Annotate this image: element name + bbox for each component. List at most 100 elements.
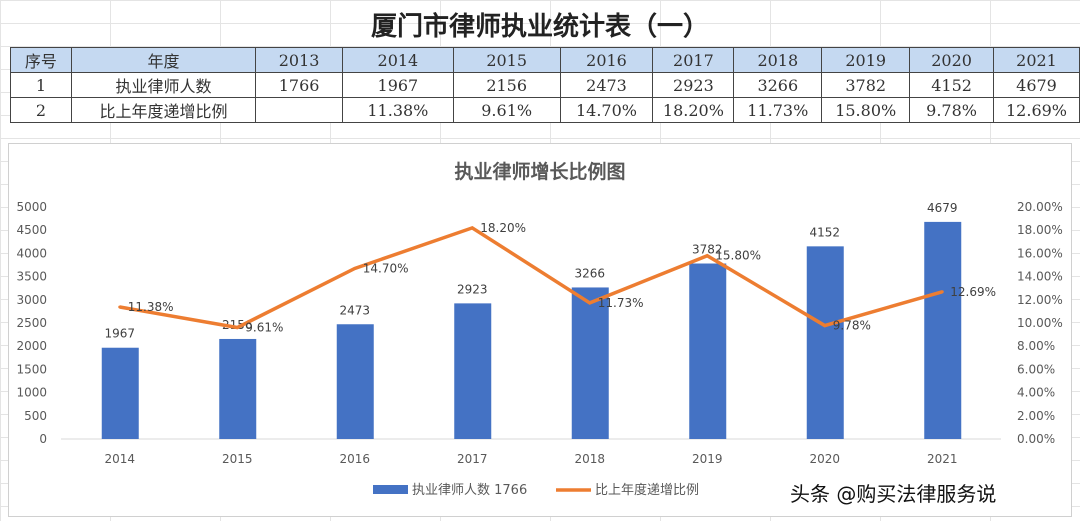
bar [924,221,962,439]
table-cell[interactable]: 12.69% [993,97,1080,123]
line-data-label: 11.38% [128,300,174,314]
bar [571,287,609,439]
table-cell[interactable]: 2018 [733,47,823,73]
y-tick-label: 3000 [16,293,47,307]
y2-tick-label: 6.00% [1017,362,1055,376]
line-point [118,305,122,309]
line-data-label: 11.73% [598,296,644,310]
chart-title: 执业律师增长比例图 [454,160,625,183]
y2-tick-label: 14.00% [1017,270,1063,284]
x-tick-label: 2018 [574,452,605,466]
bar [101,347,139,439]
line-point [823,324,827,328]
x-tick-label: 2019 [692,452,723,466]
line-point [470,226,474,230]
sheet-title: 厦门市律师执业统计表（一） [370,12,709,42]
table-cell[interactable]: 3266 [733,72,823,98]
line-data-label: 14.70% [363,261,409,275]
table-cell[interactable]: 2020 [909,47,995,73]
y2-tick-label: 16.00% [1017,246,1063,260]
watermark: 头条 @购买法律服务说 [790,482,997,506]
table-cell[interactable]: 2923 [652,72,735,98]
y2-tick-label: 8.00% [1017,339,1055,353]
x-tick-label: 2015 [222,452,253,466]
table-cell[interactable]: 2017 [652,47,735,73]
x-tick-label: 2014 [104,452,135,466]
table-cell[interactable]: 2 [10,97,72,123]
chart[interactable]: 执业律师增长比例图 0 500 1000 1500 2000 2500 3000 3500 400… [8,143,1072,517]
table-row: 2 比上年度递增比例 11.38% 9.61% 14.70% 18.20% 11.73% 15… [10,97,1080,123]
x-tick-label: 2021 [927,452,958,466]
table-cell[interactable]: 序号 [10,47,72,73]
line-data-label: 9.61% [245,321,283,335]
line-point [940,290,944,294]
table-cell[interactable]: 4679 [993,72,1080,98]
table-cell[interactable]: 14.70% [559,97,654,123]
legend-bar-label: 执业律师人数 1766 [412,483,527,498]
table-cell[interactable]: 3782 [821,72,911,98]
line-series [119,225,943,330]
y2-tick-label: 20.00% [1017,200,1063,214]
line-data-label: 12.69% [950,285,996,299]
bar [219,338,257,439]
table-cell[interactable]: 9.78% [909,97,995,123]
bar-data-label: 4679 [927,201,958,215]
table-cell[interactable]: 15.80% [821,97,911,123]
y2-tick-label: 2.00% [1017,409,1055,423]
bar [689,263,727,439]
bar-data-label: 3266 [574,266,605,280]
bar-data-label: 3782 [692,243,723,257]
table-cell[interactable]: 2021 [993,47,1080,73]
table-cell[interactable] [255,97,343,123]
y2-tick-label: 18.00% [1017,223,1063,237]
line-point [235,326,239,330]
table-cell[interactable]: 4152 [909,72,995,98]
y-tick-label: 5000 [16,200,47,214]
y-tick-label: 3500 [16,270,47,284]
table-cell[interactable]: 2016 [559,47,654,73]
table-cell[interactable]: 2014 [341,47,454,73]
bar-data-label: 1967 [104,327,135,341]
table-cell[interactable]: 18.20% [652,97,735,123]
table-cell[interactable]: 执业律师人数 [70,72,257,98]
stats-table: 序号 年度 2013 2014 2015 2016 2017 2018 2019 2020 2021… [10,47,1080,123]
line-point [588,301,592,305]
x-tick-label: 2016 [339,452,370,466]
legend-bar-swatch [373,485,408,494]
table-cell[interactable]: 年度 [70,47,257,73]
table-cell[interactable]: 11.73% [733,97,823,123]
bar-data-label: 2473 [339,303,370,317]
y-tick-label: 2000 [16,339,47,353]
y2-tick-label: 12.00% [1017,293,1063,307]
line-data-label: 18.20% [480,221,526,235]
x-tick-label: 2020 [809,452,840,466]
y-tick-label: 4000 [16,246,47,260]
table-cell[interactable]: 9.61% [452,97,561,123]
bar-data-label: 4152 [809,225,840,239]
line-data-label: 9.78% [833,319,871,333]
y-tick-label: 2500 [16,316,47,330]
x-tick-label: 2017 [457,452,488,466]
y2-tick-label: 4.00% [1017,386,1055,400]
table-cell[interactable]: 2156 [452,72,561,98]
y-tick-label: 4500 [16,223,47,237]
bar [454,303,492,439]
table-cell[interactable]: 比上年度递增比例 [70,97,257,123]
table-cell[interactable]: 1766 [255,72,343,98]
y2-tick-label: 0.00% [1017,432,1055,446]
y2-tick-label: 10.00% [1017,316,1063,330]
table-cell[interactable]: 2473 [559,72,654,98]
bar [336,324,374,439]
table-cell[interactable]: 1967 [341,72,454,98]
table-cell[interactable]: 2015 [452,47,561,73]
table-cell[interactable]: 2013 [255,47,343,73]
y-tick-label: 1000 [16,386,47,400]
y-tick-label: 500 [24,409,47,423]
y-tick-label: 0 [39,432,47,446]
line-point [705,254,709,258]
table-cell[interactable]: 1 [10,72,72,98]
table-cell[interactable]: 11.38% [341,97,454,123]
bar-data-label: 2156 [222,318,253,332]
bar-data-label: 2923 [457,282,488,296]
table-cell[interactable]: 2019 [821,47,911,73]
